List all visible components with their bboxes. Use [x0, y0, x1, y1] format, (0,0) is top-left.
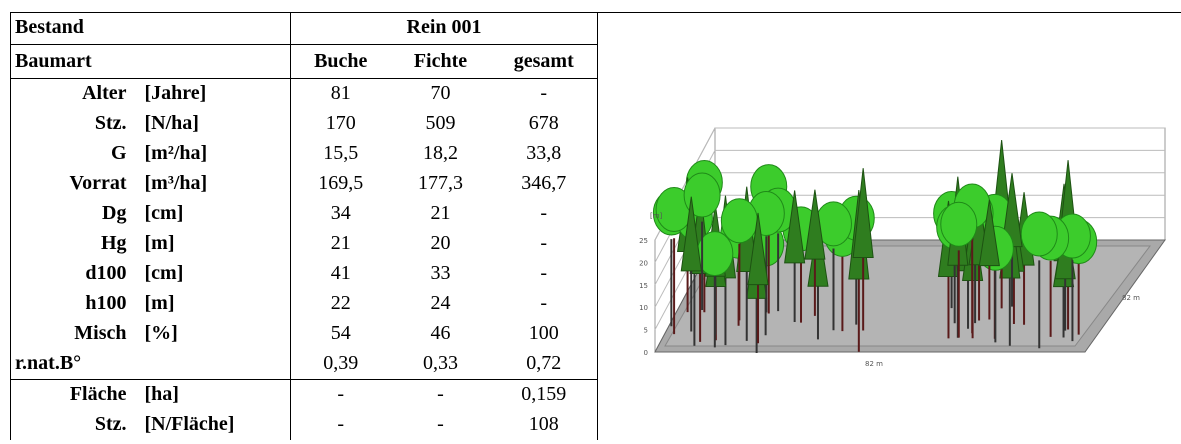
table-cell: [m] — [141, 229, 291, 259]
table-cell: 0,33 — [391, 349, 491, 380]
table-cell: 70 — [391, 78, 491, 109]
table-cell: 22 — [291, 289, 391, 319]
table-cell: 100 — [491, 319, 598, 349]
table-cell: Stz. — [11, 109, 141, 139]
table-cell: 346,7 — [491, 169, 598, 199]
table-row: Stz.[N/Fläche]--108 — [11, 410, 598, 440]
table-cell: 0,39 — [291, 349, 391, 380]
table-cell: Vorrat — [11, 169, 141, 199]
table-cell: - — [291, 410, 391, 440]
table-cell: 0,159 — [491, 379, 598, 410]
table-cell: 41 — [291, 259, 391, 289]
table-cell: [m] — [141, 289, 291, 319]
table-cell: - — [491, 229, 598, 259]
table-cell: 33 — [391, 259, 491, 289]
y-tick-label: 5 — [644, 327, 648, 335]
y-tick-label: 15 — [639, 282, 648, 290]
table-cell: 177,3 — [391, 169, 491, 199]
table-cell: - — [491, 199, 598, 229]
y-tick-label: 10 — [639, 304, 648, 312]
table-cell: 20 — [391, 229, 491, 259]
y-tick-label: 0 — [644, 349, 648, 357]
beech-crown — [941, 202, 977, 246]
x-label: 82 m — [865, 360, 883, 368]
table-cell: Rein 001 — [291, 12, 598, 44]
table-cell: - — [391, 410, 491, 440]
table-cell: [Jahre] — [141, 78, 291, 109]
stand-visualisation: [m] 82 m 82 m 25 20 15 10 5 0 — [610, 100, 1175, 400]
table-cell: Dg — [11, 199, 141, 229]
table-cell: Buche — [291, 44, 391, 78]
table-cell: 170 — [291, 109, 391, 139]
table-cell: G — [11, 139, 141, 169]
table-cell: [m²/ha] — [141, 139, 291, 169]
depth-label: 82 m — [1122, 294, 1140, 302]
table-cell: Bestand — [11, 12, 291, 44]
table-cell: 0,72 — [491, 349, 598, 380]
table-cell: Baumart — [11, 44, 291, 78]
table-cell: 81 — [291, 78, 391, 109]
table-cell: d100 — [11, 259, 141, 289]
table-cell: 15,5 — [291, 139, 391, 169]
table-cell: - — [491, 259, 598, 289]
table-cell: Alter — [11, 78, 141, 109]
table-cell: Misch — [11, 319, 141, 349]
table-row: Fläche[ha]--0,159 — [11, 379, 598, 410]
y-unit: [m] — [650, 212, 663, 220]
table-cell: - — [491, 289, 598, 319]
beech-crown — [721, 199, 757, 243]
table-cell: [cm] — [141, 199, 291, 229]
table-cell: 108 — [491, 410, 598, 440]
table-cell: [%] — [141, 319, 291, 349]
table-cell: [m³/ha] — [141, 169, 291, 199]
table-cell: [ha] — [141, 379, 291, 410]
table-cell: 46 — [391, 319, 491, 349]
table-cell: 678 — [491, 109, 598, 139]
table-cell: - — [491, 78, 598, 109]
table-cell: - — [291, 379, 391, 410]
y-tick-label: 25 — [639, 237, 648, 245]
table-cell: 18,2 — [391, 139, 491, 169]
table-cell: 509 — [391, 109, 491, 139]
table-cell: 21 — [391, 199, 491, 229]
table-cell: 34 — [291, 199, 391, 229]
table-cell: 21 — [291, 229, 391, 259]
table-cell: 33,8 — [491, 139, 598, 169]
table-cell: gesamt — [491, 44, 598, 78]
table-cell: 169,5 — [291, 169, 391, 199]
table-cell: r.nat.B° — [11, 349, 291, 380]
table-cell: [N/Fläche] — [141, 410, 291, 440]
table-cell: Hg — [11, 229, 141, 259]
beech-crown — [1021, 212, 1057, 256]
table-cell: h100 — [11, 289, 141, 319]
table-cell: 24 — [391, 289, 491, 319]
table-cell: Fichte — [391, 44, 491, 78]
page: BestandRein 001BaumartBucheFichtegesamtA… — [0, 0, 1181, 444]
table-cell: [N/ha] — [141, 109, 291, 139]
table-cell: [cm] — [141, 259, 291, 289]
table-cell: - — [391, 379, 491, 410]
table-cell: Stz. — [11, 410, 141, 440]
table-cell: 54 — [291, 319, 391, 349]
y-tick-label: 20 — [639, 259, 648, 267]
table-cell: Fläche — [11, 379, 141, 410]
